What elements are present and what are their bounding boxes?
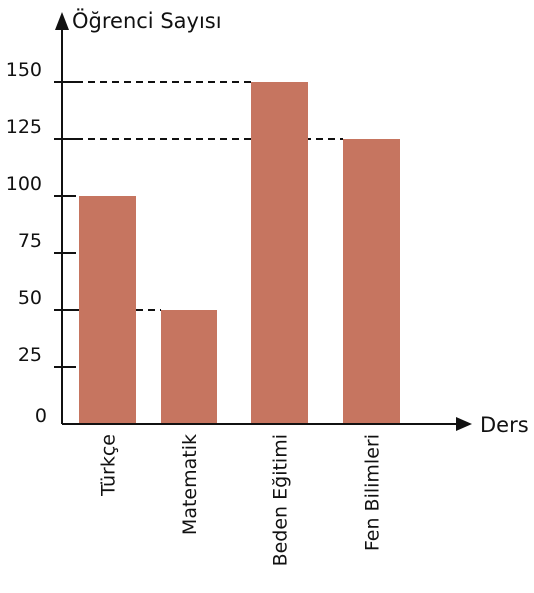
y-ticks: 0 25 50 75 100 125 150 xyxy=(6,59,76,427)
y-tick-label: 50 xyxy=(18,287,42,309)
y-axis-arrowhead xyxy=(55,12,69,30)
bar xyxy=(343,139,400,424)
y-tick-label: 150 xyxy=(6,59,42,81)
y-tick-label: 75 xyxy=(18,230,42,252)
y-axis-title: Öğrenci Sayısı xyxy=(72,8,222,33)
x-tick-label: Fen Bilimleri xyxy=(362,434,384,551)
x-tick-label: Türkçe xyxy=(98,434,120,497)
y-tick-label: 0 xyxy=(35,405,47,427)
bars xyxy=(79,82,400,424)
bar xyxy=(161,310,217,424)
y-tick-label: 125 xyxy=(6,116,42,138)
bar xyxy=(79,196,136,424)
x-tick-label: Beden Eğitimi xyxy=(270,434,292,566)
y-tick-label: 100 xyxy=(6,173,42,195)
x-axis-arrowhead xyxy=(456,417,472,431)
x-tick-label: Matematik xyxy=(179,434,201,535)
bar xyxy=(251,82,308,424)
x-tick-labels: Türkçe Matematik Beden Eğitimi Fen Bilimler… xyxy=(98,434,384,566)
y-tick-label: 25 xyxy=(18,344,42,366)
x-axis-title: Ders xyxy=(480,413,529,437)
